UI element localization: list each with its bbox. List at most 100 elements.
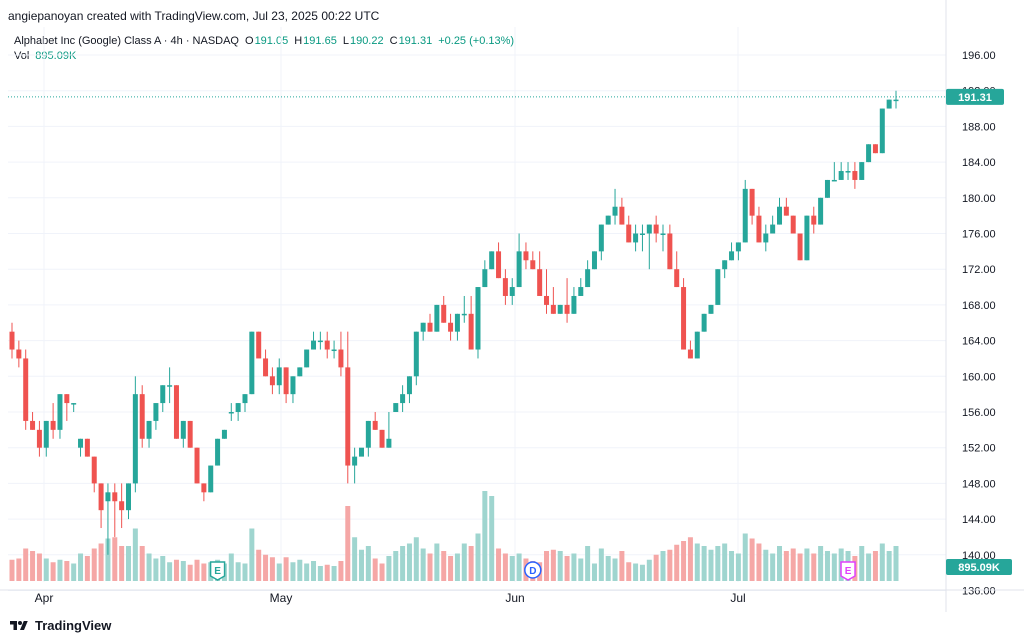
- candle-body: [735, 242, 741, 252]
- candle-body: [612, 206, 618, 216]
- candle: [454, 313, 460, 341]
- volume-bar: [64, 561, 70, 581]
- candle-body: [23, 358, 29, 421]
- volume-bar: [564, 556, 570, 581]
- volume-bar: [578, 558, 584, 581]
- candle: [379, 429, 385, 448]
- volume-bar: [400, 546, 406, 581]
- volume-bar: [454, 553, 460, 581]
- event-marker-label: D: [529, 566, 536, 577]
- candle: [406, 376, 412, 404]
- event-marker-label: E: [214, 566, 221, 577]
- candle: [687, 340, 693, 359]
- candle: [71, 403, 77, 412]
- candle-body: [413, 331, 419, 377]
- candle: [496, 242, 502, 279]
- candle: [78, 438, 84, 457]
- candle: [30, 412, 36, 430]
- candle: [612, 188, 618, 225]
- legend-low-label: L: [342, 35, 349, 47]
- candle: [269, 367, 275, 395]
- legend-open-value: 191.05: [254, 35, 289, 47]
- volume-bar: [167, 562, 173, 581]
- legend-volume-label[interactable]: Vol: [14, 50, 30, 62]
- candle-body: [112, 492, 118, 502]
- candle-body: [509, 287, 515, 296]
- candle: [845, 162, 851, 180]
- y-tick-label: 188.00: [962, 121, 996, 133]
- legend-ohlc-row: Alphabet Inc (Google) Class A · 4h · NAS…: [14, 34, 514, 49]
- candle: [201, 483, 207, 502]
- volume-bar: [36, 553, 42, 581]
- candle: [132, 376, 138, 493]
- candle: [57, 394, 63, 439]
- candle: [571, 287, 577, 314]
- candle-body: [160, 385, 166, 404]
- candle-body: [311, 340, 317, 350]
- volume-bar: [598, 548, 604, 581]
- candle-body: [653, 224, 659, 234]
- candle-body: [722, 260, 728, 270]
- candle-body: [78, 438, 84, 448]
- candle-body: [598, 224, 604, 252]
- tradingview-footer[interactable]: TradingView: [8, 618, 111, 633]
- candle-body: [358, 447, 364, 457]
- candle: [215, 438, 221, 466]
- candle: [235, 403, 241, 421]
- candle-body: [626, 224, 632, 243]
- candle: [879, 108, 885, 154]
- y-tick-label: 152.00: [962, 443, 996, 455]
- candle-body: [496, 251, 502, 279]
- candle: [365, 420, 371, 457]
- candle-body: [372, 420, 378, 430]
- candle-body: [406, 376, 412, 395]
- candle-body: [256, 331, 262, 359]
- candle-body: [886, 99, 892, 109]
- volume-bar: [893, 546, 899, 581]
- volume-bar: [461, 543, 467, 581]
- volume-bar: [448, 556, 454, 581]
- volume-bar: [269, 557, 275, 581]
- candle-body: [276, 367, 282, 386]
- candle-body: [571, 295, 577, 314]
- candle-body: [838, 171, 844, 180]
- legend-symbol[interactable]: Alphabet Inc (Google) Class A · 4h · NAS…: [14, 35, 239, 47]
- candle-body: [427, 322, 433, 332]
- volume-bar: [708, 549, 714, 581]
- volume-bar: [701, 546, 707, 581]
- volume-bar: [427, 553, 433, 581]
- volume-bar: [43, 558, 49, 581]
- candle-body: [64, 394, 70, 404]
- candle-body: [544, 295, 550, 305]
- candle: [605, 215, 611, 225]
- candle: [64, 394, 70, 421]
- candle-body: [57, 394, 63, 430]
- legend-close-value: 191.31: [398, 35, 433, 47]
- candle: [824, 179, 830, 198]
- volume-bar: [338, 561, 344, 581]
- y-tick-label: 156.00: [962, 407, 996, 419]
- volume-bar: [180, 561, 186, 581]
- x-tick-label: Jul: [730, 591, 745, 605]
- volume-bar: [872, 551, 878, 581]
- candle: [708, 304, 714, 314]
- candle: [722, 260, 728, 279]
- legend-high-value: 191.65: [303, 35, 337, 47]
- candle-body: [694, 331, 700, 359]
- volume-bar: [591, 563, 597, 581]
- y-tick-label: 164.00: [962, 336, 996, 348]
- volume-bar: [386, 556, 392, 581]
- volume-bar: [84, 556, 90, 581]
- volume-bar: [502, 553, 508, 581]
- volume-bar: [742, 533, 748, 581]
- candle-body: [859, 162, 865, 180]
- candle: [338, 331, 344, 377]
- candle: [715, 269, 721, 305]
- volume-bar: [57, 559, 63, 581]
- candle-body: [783, 206, 789, 216]
- candle-body: [578, 287, 584, 296]
- candle: [393, 403, 399, 412]
- volume-bar: [283, 557, 289, 581]
- candle: [475, 287, 481, 359]
